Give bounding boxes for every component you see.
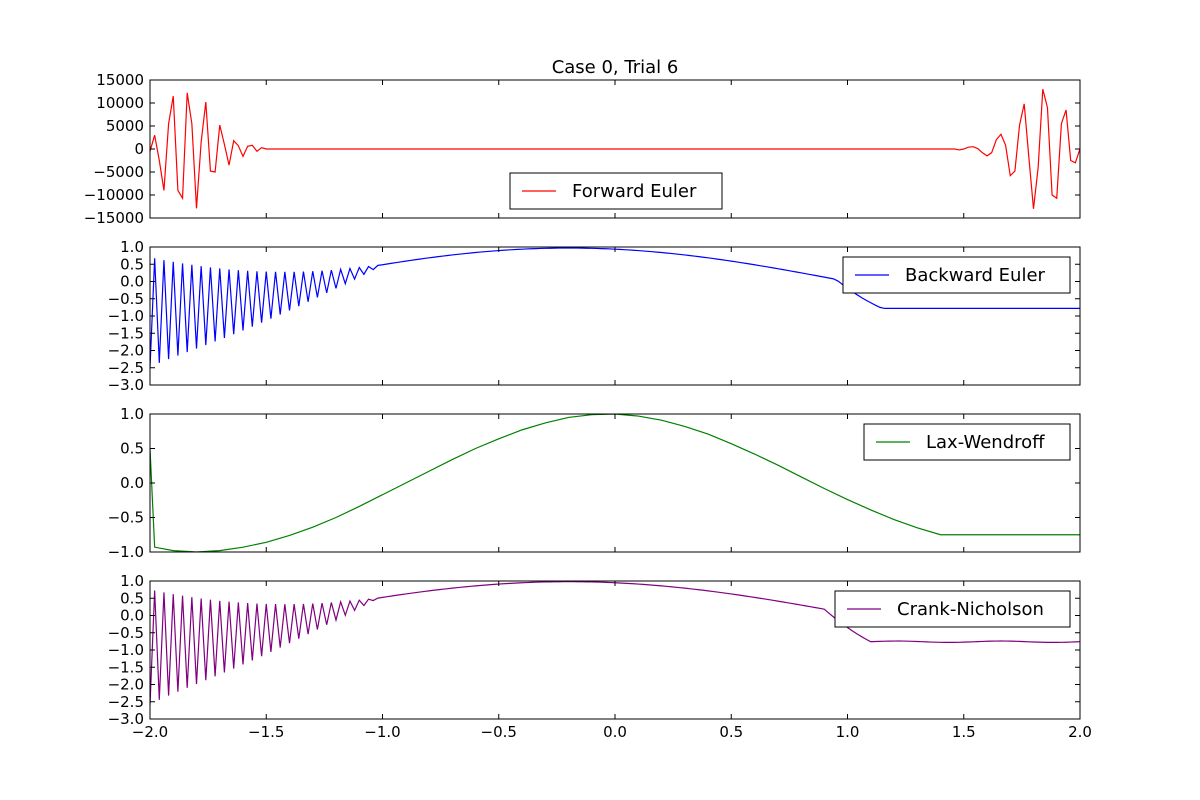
y-tick-label: −1.0 — [108, 307, 144, 325]
legend: Backward Euler — [842, 256, 1071, 294]
x-tick-label: 0.5 — [719, 723, 743, 741]
y-tick-label: 15000 — [96, 71, 144, 89]
y-tick-label: 5000 — [106, 117, 144, 135]
y-tick-label: −0.5 — [108, 624, 144, 642]
x-tick-label: −1.5 — [248, 723, 284, 741]
figure-title: Case 0, Trial 6 — [552, 57, 679, 78]
subplot-1: 15000 10000 5000 0 −5000 −10000 −15000 Forward … — [84, 71, 1081, 227]
y-tick-label: −2.0 — [108, 342, 144, 360]
y-tick-label: 0.0 — [120, 607, 144, 625]
y-tick-label: −0.5 — [108, 290, 144, 308]
subplot-2: 1.00.50.0−0.5−1.0−1.5−2.0−2.5−3.0 Backwar… — [108, 238, 1081, 394]
y-tick-label: −2.0 — [108, 676, 144, 694]
x-tick-label: 0.0 — [603, 723, 627, 741]
y-tick-label: −0.5 — [108, 509, 144, 527]
y-tick-label: 0 — [134, 140, 144, 158]
y-tick-label: −2.5 — [108, 693, 144, 711]
x-tick-label: −1.0 — [364, 723, 400, 741]
y-tick-label: −15000 — [84, 209, 144, 227]
subplots: 15000 10000 5000 0 −5000 −10000 −15000 Forward … — [84, 71, 1092, 741]
legend: Forward Euler — [509, 172, 723, 210]
x-tick-label: −0.5 — [481, 723, 517, 741]
x-tick-label: −2.0 — [132, 723, 168, 741]
y-tick-label: 1.0 — [120, 405, 144, 423]
y-tick-label: 0.0 — [120, 273, 144, 291]
y-tick-label: 0.0 — [120, 474, 144, 492]
legend-label: Forward Euler — [572, 181, 697, 202]
legend-label: Crank-Nicholson — [897, 599, 1044, 620]
y-tick-label: 0.5 — [120, 440, 144, 458]
y-tick-label: 0.5 — [120, 255, 144, 273]
y-tick-label: 10000 — [96, 94, 144, 112]
y-tick-label: 0.5 — [120, 589, 144, 607]
x-tick-label: 2.0 — [1068, 723, 1092, 741]
y-tick-label: −2.5 — [108, 359, 144, 377]
legend: Crank-Nicholson — [834, 590, 1071, 628]
y-tick-label: −1.5 — [108, 658, 144, 676]
y-tick-label: −1.0 — [108, 641, 144, 659]
legend-label: Backward Euler — [905, 265, 1046, 286]
y-tick-label: −10000 — [84, 186, 144, 204]
y-tick-label: −3.0 — [108, 710, 144, 728]
y-tick-label: −1.5 — [108, 324, 144, 342]
y-tick-label: 1.0 — [120, 238, 144, 256]
series-line-forward-euler — [150, 89, 1080, 209]
y-tick-label: −5000 — [93, 163, 144, 181]
y-tick-label: −3.0 — [108, 376, 144, 394]
subplot-4: 1.00.50.0−0.5−1.0−1.5−2.0−2.5−3.0−2.0 −1.… — [108, 572, 1092, 741]
x-tick-label: 1.0 — [836, 723, 860, 741]
subplot-3: 1.0 0.5 0.0 −0.5 −1.0 Lax-Wendroff — [108, 405, 1081, 561]
y-tick-label: −1.0 — [108, 543, 144, 561]
y-tick-label: 1.0 — [120, 572, 144, 590]
x-tick-label: 1.5 — [952, 723, 976, 741]
legend: Lax-Wendroff — [863, 423, 1071, 461]
legend-label: Lax-Wendroff — [926, 432, 1045, 453]
